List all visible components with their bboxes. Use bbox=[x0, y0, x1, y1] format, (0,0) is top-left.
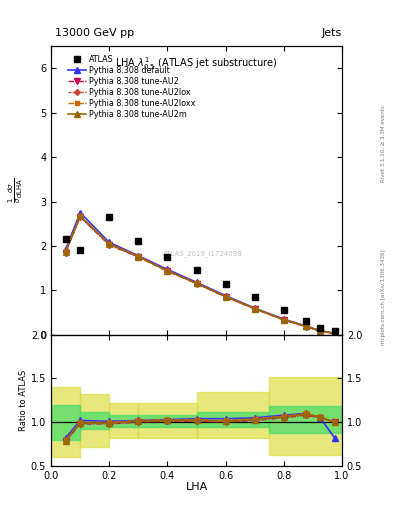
Pythia 8.308 tune-AU2 bbox=[332, 330, 337, 336]
Pythia 8.308 default bbox=[281, 316, 286, 322]
Pythia 8.308 tune-AU2lox bbox=[281, 316, 286, 323]
Text: Rivet 3.1.10, ≥ 3.3M events: Rivet 3.1.10, ≥ 3.3M events bbox=[381, 105, 386, 182]
Pythia 8.308 default bbox=[165, 266, 170, 272]
Pythia 8.308 tune-AU2loxx bbox=[136, 253, 141, 259]
Pythia 8.308 tune-AU2m bbox=[78, 213, 83, 219]
ATLAS bbox=[165, 254, 170, 260]
Pythia 8.308 default bbox=[303, 323, 308, 329]
Pythia 8.308 default bbox=[63, 246, 68, 252]
Pythia 8.308 tune-AU2loxx bbox=[107, 241, 112, 247]
Pythia 8.308 tune-AU2 bbox=[63, 249, 68, 255]
Pythia 8.308 tune-AU2 bbox=[107, 242, 112, 248]
Pythia 8.308 tune-AU2m bbox=[63, 249, 68, 255]
Pythia 8.308 tune-AU2loxx bbox=[318, 328, 323, 334]
Pythia 8.308 tune-AU2lox bbox=[223, 293, 228, 300]
Pythia 8.308 tune-AU2lox bbox=[318, 328, 323, 334]
Pythia 8.308 tune-AU2lox bbox=[63, 249, 68, 255]
Y-axis label: Ratio to ATLAS: Ratio to ATLAS bbox=[19, 370, 28, 431]
Pythia 8.308 tune-AU2 bbox=[252, 306, 257, 312]
Pythia 8.308 tune-AU2m bbox=[332, 330, 337, 336]
Pythia 8.308 tune-AU2 bbox=[78, 214, 83, 220]
Pythia 8.308 tune-AU2m bbox=[252, 306, 257, 312]
Pythia 8.308 tune-AU2 bbox=[223, 294, 228, 300]
ATLAS bbox=[78, 247, 83, 253]
Pythia 8.308 tune-AU2m bbox=[107, 241, 112, 247]
ATLAS bbox=[107, 214, 112, 220]
Line: Pythia 8.308 tune-AU2: Pythia 8.308 tune-AU2 bbox=[63, 214, 338, 336]
Pythia 8.308 tune-AU2m bbox=[223, 293, 228, 300]
ATLAS bbox=[318, 325, 323, 331]
Pythia 8.308 tune-AU2m bbox=[303, 323, 308, 329]
Text: mcplots.cern.ch [arXiv:1306.3436]: mcplots.cern.ch [arXiv:1306.3436] bbox=[381, 249, 386, 345]
Pythia 8.308 default bbox=[78, 209, 83, 216]
Pythia 8.308 tune-AU2 bbox=[281, 317, 286, 323]
Line: ATLAS: ATLAS bbox=[62, 214, 338, 334]
Pythia 8.308 tune-AU2m bbox=[318, 328, 323, 334]
Pythia 8.308 tune-AU2 bbox=[318, 328, 323, 334]
Pythia 8.308 tune-AU2lox bbox=[194, 280, 199, 286]
Text: ATLAS_2019_I1724098: ATLAS_2019_I1724098 bbox=[162, 250, 242, 257]
ATLAS bbox=[332, 328, 337, 334]
Pythia 8.308 tune-AU2loxx bbox=[78, 212, 83, 219]
Legend: ATLAS, Pythia 8.308 default, Pythia 8.308 tune-AU2, Pythia 8.308 tune-AU2lox, Py: ATLAS, Pythia 8.308 default, Pythia 8.30… bbox=[67, 53, 197, 120]
Pythia 8.308 tune-AU2loxx bbox=[223, 293, 228, 300]
Y-axis label: $\frac{1}{\sigma}\frac{d\sigma}{d\mathrm{LHA}}$: $\frac{1}{\sigma}\frac{d\sigma}{d\mathrm… bbox=[7, 178, 25, 203]
Pythia 8.308 tune-AU2lox bbox=[303, 323, 308, 329]
Pythia 8.308 tune-AU2lox bbox=[165, 268, 170, 274]
Pythia 8.308 tune-AU2loxx bbox=[165, 268, 170, 274]
Pythia 8.308 tune-AU2m bbox=[136, 253, 141, 260]
Pythia 8.308 tune-AU2lox bbox=[78, 213, 83, 219]
Pythia 8.308 default bbox=[136, 252, 141, 259]
ATLAS bbox=[252, 294, 257, 300]
ATLAS bbox=[281, 307, 286, 313]
Pythia 8.308 tune-AU2loxx bbox=[281, 316, 286, 323]
Pythia 8.308 default bbox=[252, 305, 257, 311]
ATLAS bbox=[194, 267, 199, 273]
Pythia 8.308 tune-AU2m bbox=[281, 316, 286, 323]
ATLAS bbox=[63, 236, 68, 242]
Pythia 8.308 tune-AU2loxx bbox=[303, 323, 308, 329]
Pythia 8.308 default bbox=[332, 330, 337, 336]
Pythia 8.308 default bbox=[318, 328, 323, 334]
Pythia 8.308 tune-AU2 bbox=[165, 268, 170, 274]
X-axis label: LHA: LHA bbox=[185, 482, 208, 492]
Text: Jets: Jets bbox=[321, 28, 342, 38]
Pythia 8.308 tune-AU2 bbox=[136, 254, 141, 260]
Pythia 8.308 tune-AU2 bbox=[194, 281, 199, 287]
Line: Pythia 8.308 tune-AU2lox: Pythia 8.308 tune-AU2lox bbox=[64, 214, 337, 335]
Pythia 8.308 tune-AU2loxx bbox=[63, 248, 68, 254]
Text: 13000 GeV pp: 13000 GeV pp bbox=[55, 28, 134, 38]
Pythia 8.308 tune-AU2lox bbox=[332, 330, 337, 336]
Line: Pythia 8.308 tune-AU2m: Pythia 8.308 tune-AU2m bbox=[63, 214, 338, 336]
ATLAS bbox=[303, 318, 308, 325]
ATLAS bbox=[136, 239, 141, 245]
Pythia 8.308 tune-AU2loxx bbox=[252, 306, 257, 312]
Pythia 8.308 tune-AU2lox bbox=[107, 241, 112, 247]
Pythia 8.308 tune-AU2lox bbox=[136, 253, 141, 260]
Pythia 8.308 default bbox=[194, 279, 199, 285]
Pythia 8.308 tune-AU2loxx bbox=[194, 280, 199, 286]
Pythia 8.308 tune-AU2m bbox=[165, 268, 170, 274]
Line: Pythia 8.308 default: Pythia 8.308 default bbox=[63, 210, 338, 336]
ATLAS bbox=[223, 281, 228, 287]
Pythia 8.308 default bbox=[107, 239, 112, 245]
Pythia 8.308 default bbox=[223, 292, 228, 298]
Line: Pythia 8.308 tune-AU2loxx: Pythia 8.308 tune-AU2loxx bbox=[64, 214, 337, 335]
Pythia 8.308 tune-AU2loxx bbox=[332, 330, 337, 336]
Pythia 8.308 tune-AU2m bbox=[194, 280, 199, 286]
Pythia 8.308 tune-AU2 bbox=[303, 324, 308, 330]
Pythia 8.308 tune-AU2lox bbox=[252, 306, 257, 312]
Text: LHA $\lambda^{1}_{0.5}$ (ATLAS jet substructure): LHA $\lambda^{1}_{0.5}$ (ATLAS jet subst… bbox=[115, 55, 278, 72]
